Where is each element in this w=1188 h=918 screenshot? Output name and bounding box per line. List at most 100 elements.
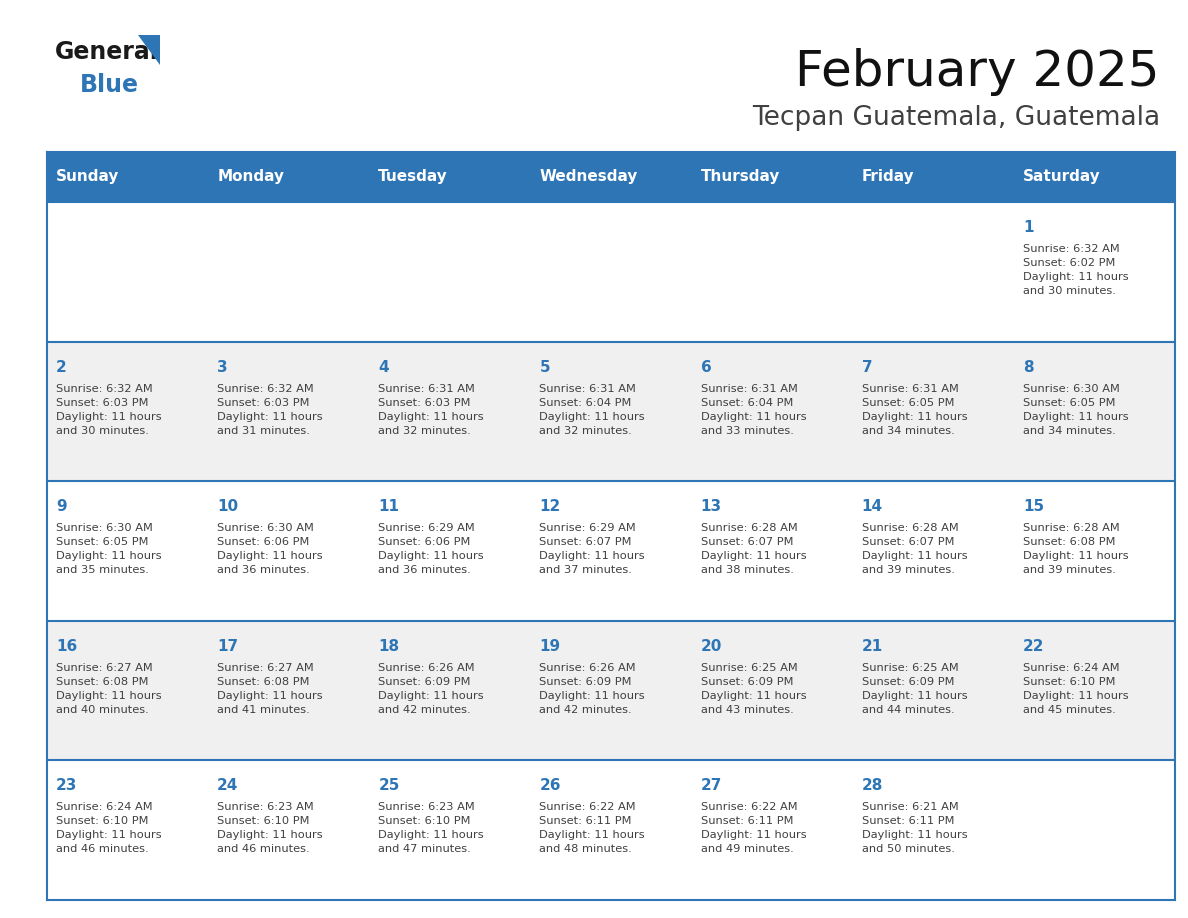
- Text: 24: 24: [217, 778, 239, 793]
- Text: 14: 14: [861, 499, 883, 514]
- Text: 9: 9: [56, 499, 67, 514]
- Bar: [1013, 152, 1175, 202]
- Bar: [530, 341, 691, 481]
- Text: General: General: [55, 40, 159, 64]
- Bar: [853, 481, 1013, 621]
- Text: Sunrise: 6:32 AM
Sunset: 6:02 PM
Daylight: 11 hours
and 30 minutes.: Sunrise: 6:32 AM Sunset: 6:02 PM Dayligh…: [1023, 244, 1129, 296]
- Text: Sunrise: 6:30 AM
Sunset: 6:05 PM
Daylight: 11 hours
and 34 minutes.: Sunrise: 6:30 AM Sunset: 6:05 PM Dayligh…: [1023, 384, 1129, 436]
- Text: Sunrise: 6:31 AM
Sunset: 6:05 PM
Daylight: 11 hours
and 34 minutes.: Sunrise: 6:31 AM Sunset: 6:05 PM Dayligh…: [861, 384, 967, 436]
- Bar: [1013, 760, 1175, 900]
- Text: 25: 25: [378, 778, 399, 793]
- Bar: [48, 202, 208, 341]
- Text: Sunrise: 6:30 AM
Sunset: 6:05 PM
Daylight: 11 hours
and 35 minutes.: Sunrise: 6:30 AM Sunset: 6:05 PM Dayligh…: [56, 523, 162, 576]
- Bar: [48, 481, 208, 621]
- Bar: [853, 760, 1013, 900]
- Text: 21: 21: [861, 639, 883, 654]
- Bar: [369, 202, 530, 341]
- Text: Sunrise: 6:28 AM
Sunset: 6:07 PM
Daylight: 11 hours
and 38 minutes.: Sunrise: 6:28 AM Sunset: 6:07 PM Dayligh…: [701, 523, 807, 576]
- Bar: [853, 621, 1013, 760]
- Text: 10: 10: [217, 499, 239, 514]
- Bar: [369, 621, 530, 760]
- Text: 20: 20: [701, 639, 722, 654]
- Bar: [208, 202, 369, 341]
- Text: Sunrise: 6:32 AM
Sunset: 6:03 PM
Daylight: 11 hours
and 31 minutes.: Sunrise: 6:32 AM Sunset: 6:03 PM Dayligh…: [217, 384, 323, 436]
- Text: Thursday: Thursday: [701, 170, 781, 185]
- Text: Blue: Blue: [80, 73, 139, 97]
- Text: Sunrise: 6:24 AM
Sunset: 6:10 PM
Daylight: 11 hours
and 46 minutes.: Sunrise: 6:24 AM Sunset: 6:10 PM Dayligh…: [56, 802, 162, 855]
- Text: Sunrise: 6:22 AM
Sunset: 6:11 PM
Daylight: 11 hours
and 48 minutes.: Sunrise: 6:22 AM Sunset: 6:11 PM Dayligh…: [539, 802, 645, 855]
- Text: Sunday: Sunday: [56, 170, 119, 185]
- Polygon shape: [138, 35, 160, 65]
- Text: 19: 19: [539, 639, 561, 654]
- Text: Sunrise: 6:31 AM
Sunset: 6:04 PM
Daylight: 11 hours
and 33 minutes.: Sunrise: 6:31 AM Sunset: 6:04 PM Dayligh…: [701, 384, 807, 436]
- Bar: [691, 202, 853, 341]
- Text: Friday: Friday: [861, 170, 915, 185]
- Bar: [369, 152, 530, 202]
- Bar: [530, 760, 691, 900]
- Bar: [691, 760, 853, 900]
- Text: 2: 2: [56, 360, 67, 375]
- Bar: [48, 760, 208, 900]
- Text: 15: 15: [1023, 499, 1044, 514]
- Bar: [208, 621, 369, 760]
- Text: 26: 26: [539, 778, 561, 793]
- Bar: [691, 481, 853, 621]
- Text: 11: 11: [378, 499, 399, 514]
- Bar: [530, 481, 691, 621]
- Bar: [691, 152, 853, 202]
- Text: Sunrise: 6:31 AM
Sunset: 6:03 PM
Daylight: 11 hours
and 32 minutes.: Sunrise: 6:31 AM Sunset: 6:03 PM Dayligh…: [378, 384, 484, 436]
- Text: Sunrise: 6:28 AM
Sunset: 6:07 PM
Daylight: 11 hours
and 39 minutes.: Sunrise: 6:28 AM Sunset: 6:07 PM Dayligh…: [861, 523, 967, 576]
- Text: 8: 8: [1023, 360, 1034, 375]
- Text: 22: 22: [1023, 639, 1044, 654]
- Text: 28: 28: [861, 778, 883, 793]
- Bar: [691, 621, 853, 760]
- Bar: [48, 152, 208, 202]
- Bar: [48, 341, 208, 481]
- Text: Tecpan Guatemala, Guatemala: Tecpan Guatemala, Guatemala: [752, 105, 1159, 131]
- Bar: [48, 621, 208, 760]
- Text: Sunrise: 6:28 AM
Sunset: 6:08 PM
Daylight: 11 hours
and 39 minutes.: Sunrise: 6:28 AM Sunset: 6:08 PM Dayligh…: [1023, 523, 1129, 576]
- Text: 12: 12: [539, 499, 561, 514]
- Bar: [853, 152, 1013, 202]
- Text: Sunrise: 6:30 AM
Sunset: 6:06 PM
Daylight: 11 hours
and 36 minutes.: Sunrise: 6:30 AM Sunset: 6:06 PM Dayligh…: [217, 523, 323, 576]
- Bar: [1013, 621, 1175, 760]
- Text: Sunrise: 6:31 AM
Sunset: 6:04 PM
Daylight: 11 hours
and 32 minutes.: Sunrise: 6:31 AM Sunset: 6:04 PM Dayligh…: [539, 384, 645, 436]
- Bar: [530, 202, 691, 341]
- Bar: [1013, 202, 1175, 341]
- Bar: [853, 341, 1013, 481]
- Text: Sunrise: 6:32 AM
Sunset: 6:03 PM
Daylight: 11 hours
and 30 minutes.: Sunrise: 6:32 AM Sunset: 6:03 PM Dayligh…: [56, 384, 162, 436]
- Text: Sunrise: 6:29 AM
Sunset: 6:06 PM
Daylight: 11 hours
and 36 minutes.: Sunrise: 6:29 AM Sunset: 6:06 PM Dayligh…: [378, 523, 484, 576]
- Text: February 2025: February 2025: [796, 48, 1159, 96]
- Bar: [369, 341, 530, 481]
- Text: Sunrise: 6:27 AM
Sunset: 6:08 PM
Daylight: 11 hours
and 40 minutes.: Sunrise: 6:27 AM Sunset: 6:08 PM Dayligh…: [56, 663, 162, 715]
- Text: Monday: Monday: [217, 170, 284, 185]
- Text: 13: 13: [701, 499, 721, 514]
- Bar: [853, 202, 1013, 341]
- Text: Tuesday: Tuesday: [378, 170, 448, 185]
- Bar: [369, 760, 530, 900]
- Bar: [1013, 481, 1175, 621]
- Text: Sunrise: 6:21 AM
Sunset: 6:11 PM
Daylight: 11 hours
and 50 minutes.: Sunrise: 6:21 AM Sunset: 6:11 PM Dayligh…: [861, 802, 967, 855]
- Text: Sunrise: 6:26 AM
Sunset: 6:09 PM
Daylight: 11 hours
and 42 minutes.: Sunrise: 6:26 AM Sunset: 6:09 PM Dayligh…: [378, 663, 484, 715]
- Bar: [530, 621, 691, 760]
- Text: 17: 17: [217, 639, 239, 654]
- Bar: [208, 481, 369, 621]
- Bar: [369, 481, 530, 621]
- Text: 5: 5: [539, 360, 550, 375]
- Text: 27: 27: [701, 778, 722, 793]
- Text: 6: 6: [701, 360, 712, 375]
- Text: Sunrise: 6:24 AM
Sunset: 6:10 PM
Daylight: 11 hours
and 45 minutes.: Sunrise: 6:24 AM Sunset: 6:10 PM Dayligh…: [1023, 663, 1129, 715]
- Text: 3: 3: [217, 360, 228, 375]
- Bar: [691, 341, 853, 481]
- Text: Saturday: Saturday: [1023, 170, 1100, 185]
- Text: Sunrise: 6:22 AM
Sunset: 6:11 PM
Daylight: 11 hours
and 49 minutes.: Sunrise: 6:22 AM Sunset: 6:11 PM Dayligh…: [701, 802, 807, 855]
- Text: Sunrise: 6:29 AM
Sunset: 6:07 PM
Daylight: 11 hours
and 37 minutes.: Sunrise: 6:29 AM Sunset: 6:07 PM Dayligh…: [539, 523, 645, 576]
- Text: 18: 18: [378, 639, 399, 654]
- Text: Wednesday: Wednesday: [539, 170, 638, 185]
- Bar: [1013, 341, 1175, 481]
- Text: Sunrise: 6:26 AM
Sunset: 6:09 PM
Daylight: 11 hours
and 42 minutes.: Sunrise: 6:26 AM Sunset: 6:09 PM Dayligh…: [539, 663, 645, 715]
- Text: Sunrise: 6:27 AM
Sunset: 6:08 PM
Daylight: 11 hours
and 41 minutes.: Sunrise: 6:27 AM Sunset: 6:08 PM Dayligh…: [217, 663, 323, 715]
- Text: 7: 7: [861, 360, 872, 375]
- Text: 4: 4: [378, 360, 388, 375]
- Bar: [208, 760, 369, 900]
